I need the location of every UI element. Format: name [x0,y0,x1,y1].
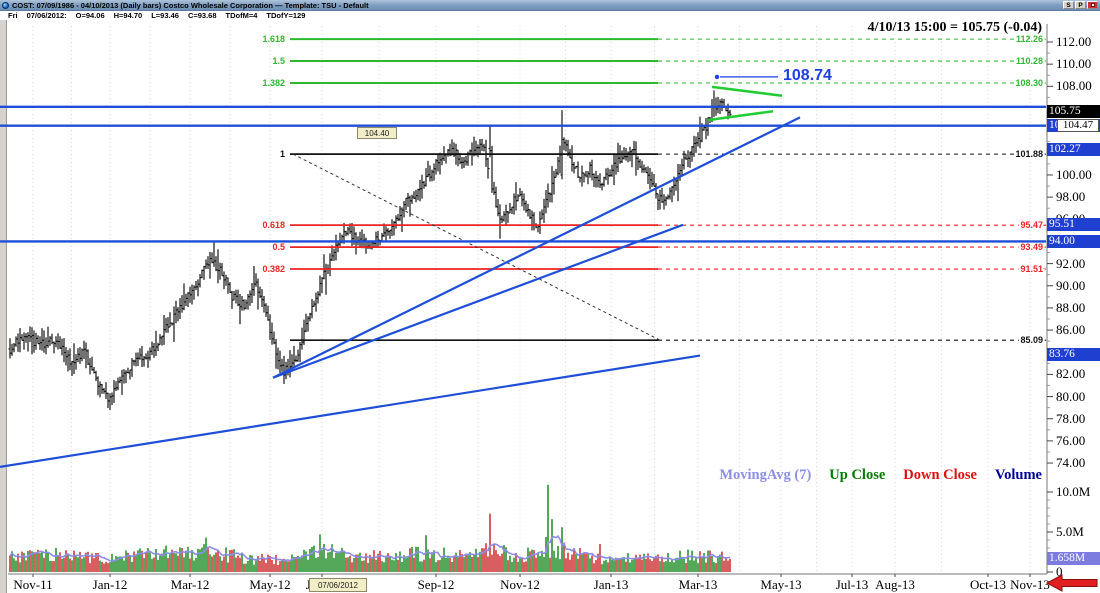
last-quote-annotation: 4/10/13 15:00 = 105.75 (-0.04) [867,20,1042,35]
legend-item: Up Close [829,467,886,483]
month-tick-label: Jul-13 [835,577,869,592]
axis-value-box: 102.27 [1047,143,1100,157]
red-panel-icon[interactable] [1087,1,1098,9]
price-bars [8,90,732,411]
s-button[interactable]: S [1063,1,1074,9]
callout-marker [714,74,778,80]
month-tick-label: Jan-13 [593,577,629,592]
title-bar[interactable]: COST: 07/09/1986 - 04/10/2013 (Daily bar… [0,0,1100,11]
svg-text:101.88: 101.88 [1015,149,1043,159]
month-tick-label: Mar-12 [170,577,210,592]
ohlc-info-bar: Fri 07/06/2012: O=94.06 H=94.70 L=93.46 C=93.… [0,11,1100,20]
price-tick-label: 92.00 [1056,255,1086,271]
month-tick-label: May-12 [249,577,291,592]
month-tick-label: Oct-13 [969,577,1007,592]
legend: MovingAvg (7) Up Close Down Close Volume [719,467,1042,484]
date-cursor-tooltip: 07/06/2012 [309,578,367,592]
globe-icon [2,1,9,9]
svg-text:1.618: 1.618 [262,34,285,44]
price-tick-label: 88.00 [1056,299,1086,315]
ohlc-info-field: TDofM=4 [225,11,258,20]
price-tick-label: 86.00 [1056,322,1086,338]
svg-text:93.49: 93.49 [1020,242,1043,252]
green-flag-lines [707,85,783,122]
month-tick-label: Jan-12 [92,577,128,592]
blue-trendlines [0,116,801,469]
price-tick-label: 82.00 [1056,366,1086,382]
volume-tick-label: 10.0M [1056,484,1091,499]
price-tick-label: 80.00 [1056,388,1086,404]
price-tick-label: 110.00 [1056,56,1092,72]
svg-text:110.28: 110.28 [1016,56,1043,66]
legend-item: MovingAvg (7) [719,467,812,483]
legend-item: Volume [995,467,1042,483]
axis-value-box: 105.75 [1047,104,1100,118]
svg-text:112.26: 112.26 [1016,34,1043,44]
blue-horizontal-lines [0,105,1046,243]
price-tick-label: 108.00 [1056,78,1092,94]
month-tick-label: Sep-12 [417,577,455,592]
horizontal-line-price-label[interactable]: 104.40 [357,127,397,139]
price-tooltip: 104.47 [1057,119,1099,133]
svg-text:0.5: 0.5 [272,242,285,252]
price-tick-label: 98.00 [1056,189,1086,205]
price-tick-label: 78.00 [1056,410,1086,426]
svg-text:0.618: 0.618 [262,220,285,230]
scroll-left-arrow-icon[interactable] [1044,573,1100,593]
svg-text:1: 1 [280,149,285,159]
p-button[interactable]: P [1075,1,1086,9]
svg-text:1.5: 1.5 [272,56,285,66]
volume-tick-label: 5.0M [1056,524,1084,539]
svg-text:95.47: 95.47 [1020,220,1043,230]
month-tick-label: May-13 [760,577,802,592]
axis-value-box: 1.658M [1047,552,1100,566]
price-tick-label: 100.00 [1056,166,1092,182]
ohlc-info-field: C=93.68 [187,11,217,20]
price-tick-label: 90.00 [1056,277,1086,293]
month-tick-label: Nov-13 [1010,577,1050,592]
title-buttons: S P [1063,1,1100,9]
legend-item: Down Close [903,467,977,483]
svg-text:1.382: 1.382 [262,78,285,88]
ohlc-info-field: L=93.46 [151,11,179,20]
svg-text:85.09: 85.09 [1020,335,1043,345]
month-tick-label: Mar-13 [678,577,718,592]
axis-value-box: 95.51 [1047,218,1100,232]
axis-value-box: 83.76 [1047,348,1100,362]
volume-tick-label: 0 [1056,564,1063,579]
month-tick-label: Nov-12 [500,577,540,592]
ohlc-info-field: Fri [8,11,18,20]
volume-bars [9,484,731,572]
ohlc-info-field: O=94.06 [75,11,105,20]
price-tick-label: 76.00 [1056,432,1086,448]
ohlc-info-field: TDofY=129 [266,11,306,20]
price-callout-label: 108.74 [783,67,832,84]
price-tick-label: 74.00 [1056,455,1086,471]
dashed-trendline [292,153,661,341]
fibonacci-lines: 1.618 112.26 1.5 110.28 1.382 108.30 1 101.88 0.… [262,32,1046,347]
ohlc-info-field: H=94.70 [113,11,143,20]
svg-text:91.51: 91.51 [1020,264,1043,274]
ohlc-info-field: 07/06/2012: [26,11,67,20]
volume-moving-average [9,534,731,562]
month-tick-label: Aug-13 [875,577,915,592]
month-tick-label: Nov-11 [13,577,53,592]
left-splitter-handle[interactable] [0,20,7,593]
svg-text:108.30: 108.30 [1015,78,1043,88]
axis-value-box: 94.00 [1047,234,1100,248]
svg-text:0.382: 0.382 [262,264,285,274]
window-title: COST: 07/09/1986 - 04/10/2013 (Daily bar… [12,0,369,10]
price-tick-label: 112.00 [1056,34,1092,49]
